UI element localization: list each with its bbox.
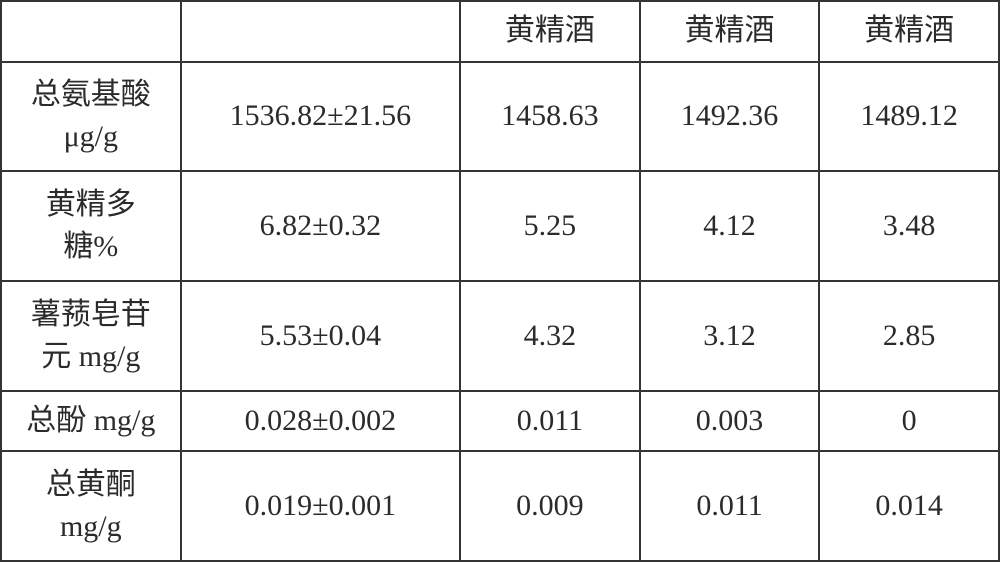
- cell-value: 0.019±0.001: [181, 451, 460, 561]
- cell-value: 6.82±0.32: [181, 171, 460, 281]
- cell-value: 5.53±0.04: [181, 281, 460, 391]
- cell-value: 5.25: [460, 171, 640, 281]
- row-label: 总酚 mg/g: [1, 391, 181, 452]
- row-label: 总黄酮 mg/g: [1, 451, 181, 561]
- cell-value: 0.014: [819, 451, 999, 561]
- row-label-line1: 黄精多: [46, 188, 136, 221]
- row-label-line1: 总酚 mg/g: [26, 404, 155, 437]
- table-header-row: 黄精酒 黄精酒 黄精酒: [1, 1, 999, 62]
- cell-value: 0.028±0.002: [181, 391, 460, 452]
- cell-value: 0.009: [460, 451, 640, 561]
- cell-value: 1458.63: [460, 62, 640, 172]
- cell-value: 4.32: [460, 281, 640, 391]
- row-label-line2: mg/g: [60, 510, 122, 543]
- cell-value: 1492.36: [640, 62, 820, 172]
- data-table-container: 黄精酒 黄精酒 黄精酒 总氨基酸 μg/g 1536.82±21.56 1458…: [0, 0, 1000, 562]
- cell-value: 0.011: [460, 391, 640, 452]
- row-label-line2: 元 mg/g: [41, 340, 140, 373]
- row-label-line1: 薯蓣皂苷: [31, 298, 151, 331]
- row-label: 总氨基酸 μg/g: [1, 62, 181, 172]
- cell-value: 3.48: [819, 171, 999, 281]
- header-cell-blank-0: [1, 1, 181, 62]
- data-table: 黄精酒 黄精酒 黄精酒 总氨基酸 μg/g 1536.82±21.56 1458…: [0, 0, 1000, 562]
- table-row: 总黄酮 mg/g 0.019±0.001 0.009 0.011 0.014: [1, 451, 999, 561]
- cell-value: 2.85: [819, 281, 999, 391]
- row-label-line1: 总黄酮: [46, 468, 136, 501]
- cell-value: 0.011: [640, 451, 820, 561]
- header-cell-2: 黄精酒: [460, 1, 640, 62]
- table-row: 薯蓣皂苷 元 mg/g 5.53±0.04 4.32 3.12 2.85: [1, 281, 999, 391]
- row-label: 黄精多 糖%: [1, 171, 181, 281]
- cell-value: 3.12: [640, 281, 820, 391]
- cell-value: 4.12: [640, 171, 820, 281]
- header-cell-blank-1: [181, 1, 460, 62]
- cell-value: 0: [819, 391, 999, 452]
- header-cell-4: 黄精酒: [819, 1, 999, 62]
- row-label-line1: 总氨基酸: [31, 78, 151, 111]
- table-row: 总氨基酸 μg/g 1536.82±21.56 1458.63 1492.36 …: [1, 62, 999, 172]
- table-row: 黄精多 糖% 6.82±0.32 5.25 4.12 3.48: [1, 171, 999, 281]
- row-label-line2: μg/g: [64, 120, 118, 153]
- row-label: 薯蓣皂苷 元 mg/g: [1, 281, 181, 391]
- header-cell-3: 黄精酒: [640, 1, 820, 62]
- table-row: 总酚 mg/g 0.028±0.002 0.011 0.003 0: [1, 391, 999, 452]
- cell-value: 1536.82±21.56: [181, 62, 460, 172]
- cell-value: 1489.12: [819, 62, 999, 172]
- row-label-line2: 糖%: [63, 230, 118, 263]
- cell-value: 0.003: [640, 391, 820, 452]
